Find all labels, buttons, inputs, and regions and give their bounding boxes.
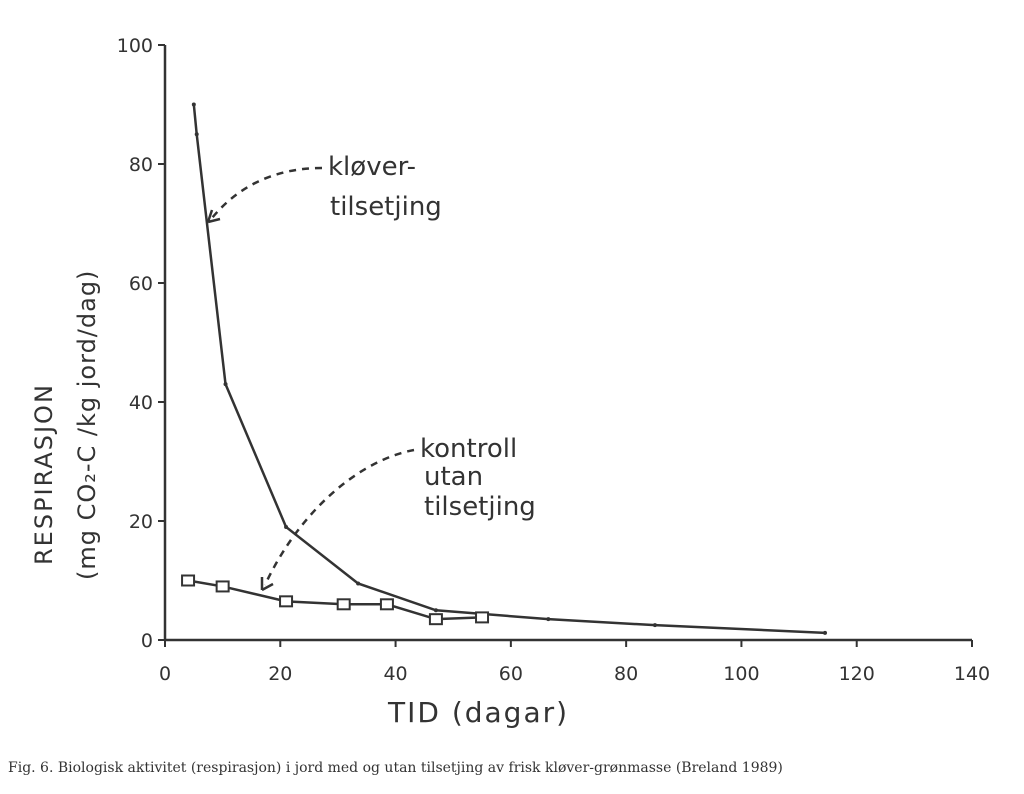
x-tick-label: 0 (159, 663, 171, 685)
annotation-kontroll-line1: kontroll (420, 434, 517, 464)
y-tick-label: 20 (129, 511, 153, 533)
y-tick-label: 0 (141, 630, 153, 652)
x-tick-label: 120 (839, 663, 875, 685)
annotation-klover: kløver- tilsetjing (206, 152, 442, 224)
series (181, 102, 828, 635)
y-axis-title-line1: RESPIRASJON (30, 383, 58, 565)
data-point-dot (356, 581, 361, 586)
data-point-square (215, 580, 230, 593)
arrowhead-icon (206, 209, 221, 224)
x-tick-label: 20 (268, 663, 292, 685)
data-point-square (336, 598, 351, 611)
respiration-chart: 0 20 40 60 80 100 120 140 0 20 40 60 80 100 RESPIRASJ… (30, 35, 990, 729)
x-tick-label: 80 (614, 663, 638, 685)
annotation-kontroll-line3: tilsetjing (424, 492, 536, 522)
y-axis-title: RESPIRASJON (mg CO₂-C /kg jord/dag) (30, 270, 101, 580)
y-axis-title-line2: (mg CO₂-C /kg jord/dag) (73, 270, 101, 580)
axes: 0 20 40 60 80 100 120 140 0 20 40 60 80 100 (117, 35, 990, 685)
y-tick-label: 40 (129, 392, 153, 414)
data-point-square (279, 595, 294, 608)
x-tick-label: 140 (954, 663, 990, 685)
annotation-kontroll-line2: utan (424, 462, 483, 492)
dashed-arrow (211, 166, 323, 219)
x-tick-label: 40 (383, 663, 407, 685)
dashed-arrow (263, 448, 415, 586)
data-point-square (379, 598, 394, 611)
data-point-dot (546, 617, 551, 622)
figure-caption: Fig. 6. Biologisk aktivitet (respirasjon… (8, 760, 783, 776)
series-line-0 (192, 104, 826, 635)
data-point-dot (652, 623, 657, 628)
y-tick-label: 60 (129, 273, 153, 295)
data-point-square (428, 613, 443, 626)
x-tick-label: 100 (723, 663, 759, 685)
x-axis-title: TID (dagar) (387, 696, 569, 729)
y-tick-label: 100 (117, 35, 153, 57)
arrowhead-icon (260, 577, 274, 592)
data-point-dot (194, 132, 199, 137)
data-point-dot (284, 524, 289, 529)
data-point-square (181, 574, 196, 587)
data-point-dot (433, 608, 438, 613)
x-tick-label: 60 (499, 663, 523, 685)
data-point-dot (191, 102, 196, 107)
data-point-dot (223, 382, 228, 387)
y-tick-label: 80 (129, 154, 153, 176)
annotation-klover-line1: kløver- (328, 152, 416, 182)
data-point-square (475, 611, 490, 624)
annotation-klover-line2: tilsetjing (330, 192, 442, 222)
annotation-kontroll: kontroll utan tilsetjing (260, 434, 536, 592)
data-point-dot (823, 630, 828, 635)
